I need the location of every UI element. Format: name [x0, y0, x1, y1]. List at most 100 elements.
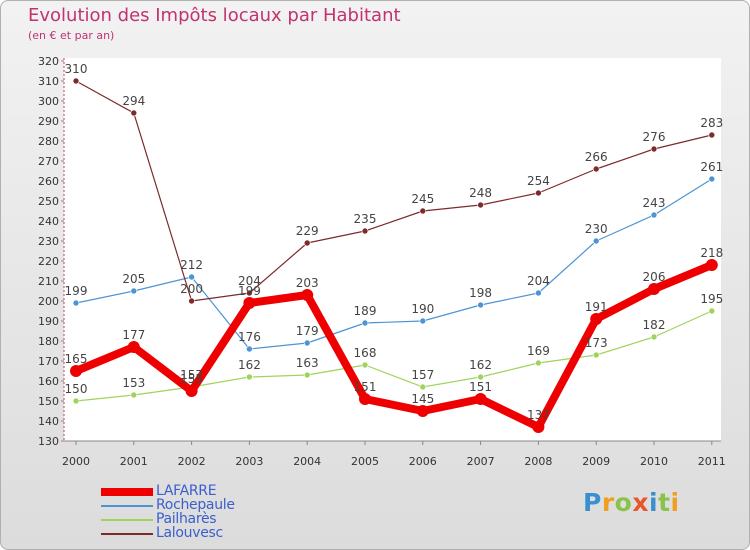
- data-label-lafarre: 203: [296, 276, 319, 290]
- data-point-lafarre: [127, 341, 140, 353]
- legend-label: LAFARRE: [156, 483, 217, 499]
- data-point-rochepaule: [130, 287, 138, 295]
- data-point-pailhares: [592, 351, 600, 359]
- data-label-pailhares: 157: [411, 368, 434, 382]
- data-label-rochepaule: 230: [585, 222, 608, 236]
- x-tick-label: 2008: [524, 455, 552, 468]
- data-label-lalouvesc: 254: [527, 174, 550, 188]
- legend-swatch: [101, 519, 153, 521]
- data-point-rochepaule: [246, 345, 253, 353]
- data-label-lalouvesc: 310: [65, 62, 88, 76]
- data-point-lafarre: [359, 393, 371, 405]
- data-point-lalouvesc: [130, 109, 138, 117]
- logo-letter: P: [583, 488, 602, 517]
- data-label-rochepaule: 205: [122, 272, 145, 286]
- x-tick-label: 2000: [62, 455, 90, 468]
- data-point-rochepaule: [72, 299, 80, 307]
- data-point-lafarre: [185, 385, 198, 397]
- legend-swatch: [101, 533, 153, 535]
- data-label-lalouvesc: 245: [411, 192, 434, 206]
- data-point-lafarre: [243, 297, 256, 309]
- data-label-lalouvesc: 276: [643, 130, 666, 144]
- data-point-lalouvesc: [592, 165, 600, 173]
- y-tick-label: 310: [38, 75, 59, 88]
- y-tick-label: 180: [38, 335, 59, 348]
- data-point-lalouvesc: [477, 201, 484, 209]
- y-tick-label: 320: [38, 55, 59, 68]
- data-label-rochepaule: 179: [296, 324, 319, 338]
- data-label-lalouvesc: 248: [469, 186, 492, 200]
- data-point-lafarre: [532, 421, 545, 433]
- plot-area: [64, 58, 721, 441]
- data-label-lalouvesc: 283: [700, 116, 723, 130]
- data-label-pailhares: 162: [469, 358, 492, 372]
- data-label-pailhares: 157: [180, 368, 203, 382]
- data-point-rochepaule: [708, 175, 716, 183]
- data-point-rochepaule: [650, 211, 658, 219]
- data-point-pailhares: [246, 373, 253, 381]
- series-line-lalouvesc: [75, 80, 713, 302]
- y-tick-label: 150: [38, 395, 59, 408]
- y-tick-label: 300: [38, 95, 59, 108]
- data-point-rochepaule: [477, 301, 484, 309]
- data-point-lalouvesc: [535, 189, 542, 197]
- y-tick-label: 170: [38, 355, 59, 368]
- data-point-lalouvesc: [246, 289, 253, 297]
- data-point-pailhares: [535, 359, 542, 367]
- data-label-pailhares: 168: [354, 346, 377, 360]
- x-tick-label: 2003: [235, 455, 263, 468]
- x-tick-label: 2011: [698, 455, 726, 468]
- chart-subtitle: (en € et par an): [28, 29, 115, 42]
- data-label-lafarre: 191: [585, 300, 608, 314]
- data-label-lafarre: 151: [354, 380, 377, 394]
- x-tick-label: 2006: [409, 455, 437, 468]
- data-point-lalouvesc: [188, 297, 195, 305]
- chart-title: Evolution des Impôts locaux par Habitant: [28, 5, 401, 26]
- y-tick-label: 280: [38, 135, 59, 148]
- data-label-lafarre: 206: [643, 270, 666, 284]
- y-tick-label: 200: [38, 295, 59, 308]
- data-point-lafarre: [474, 393, 487, 405]
- data-point-lalouvesc: [303, 239, 311, 247]
- data-label-pailhares: 182: [643, 318, 666, 332]
- y-tick-label: 230: [38, 235, 59, 248]
- y-tick-label: 250: [38, 195, 59, 208]
- data-point-rochepaule: [592, 237, 600, 245]
- y-tick-label: 260: [38, 175, 59, 188]
- data-label-lalouvesc: 200: [180, 282, 203, 296]
- data-label-pailhares: 153: [122, 376, 145, 390]
- logo-letter: i: [670, 488, 680, 517]
- data-label-lafarre: 155: [180, 372, 203, 386]
- series-line-lafarre: [72, 261, 716, 431]
- y-tick-label: 290: [38, 115, 59, 128]
- data-label-lalouvesc: 235: [354, 212, 377, 226]
- y-tick-label: 240: [38, 215, 59, 228]
- data-point-lafarre: [590, 313, 603, 325]
- data-point-rochepaule: [419, 317, 427, 325]
- data-point-rochepaule: [303, 339, 311, 347]
- data-label-rochepaule: 261: [700, 160, 723, 174]
- data-point-pailhares: [130, 391, 138, 399]
- data-point-lalouvesc: [650, 145, 658, 153]
- legend-swatch: [101, 488, 153, 496]
- data-label-rochepaule: 198: [469, 286, 492, 300]
- x-tick-label: 2007: [467, 455, 495, 468]
- x-tick-label: 2004: [293, 455, 321, 468]
- data-point-lafarre: [301, 289, 314, 301]
- data-point-pailhares: [419, 383, 427, 391]
- data-label-rochepaule: 176: [238, 330, 261, 344]
- data-label-lafarre: 199: [238, 284, 261, 298]
- data-label-rochepaule: 243: [643, 196, 666, 210]
- logo-letter: o: [614, 488, 633, 517]
- proxiti-logo: Proxiti: [583, 488, 680, 517]
- data-label-pailhares: 195: [700, 292, 723, 306]
- series-lafarre: [70, 259, 718, 433]
- data-point-lalouvesc: [361, 227, 369, 235]
- data-point-pailhares: [650, 333, 658, 341]
- data-label-lafarre: 137: [527, 408, 550, 422]
- data-label-lalouvesc: 204: [238, 274, 261, 288]
- data-label-pailhares: 173: [585, 336, 608, 350]
- series-layer: [70, 77, 718, 433]
